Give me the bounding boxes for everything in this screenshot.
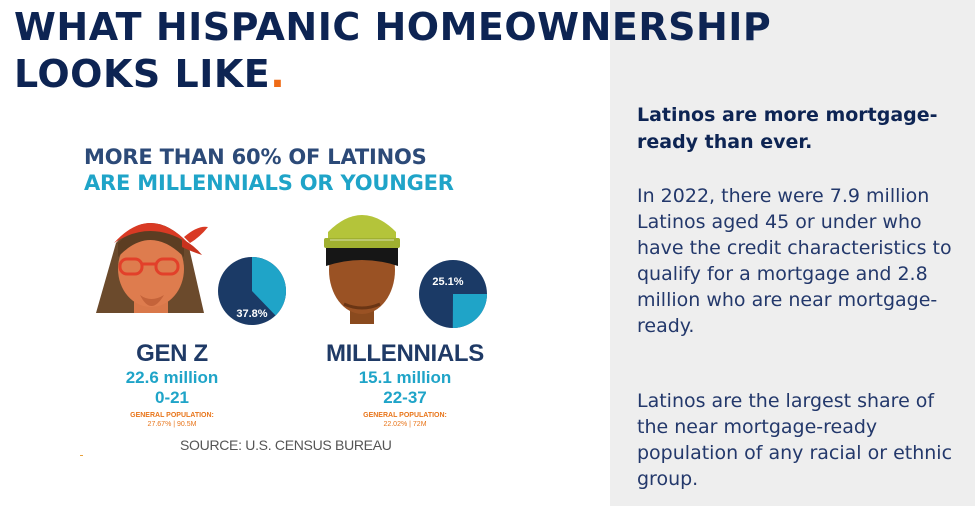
- page-title: WHAT HISPANIC HOMEOWNERSHIP LOOKS LIKE.: [14, 4, 771, 98]
- millennials-label: MILLENNIALS: [325, 340, 485, 367]
- title-accent-dot: .: [270, 52, 286, 96]
- millennials-pie-slice: [452, 294, 487, 328]
- genz-label: GEN Z: [136, 340, 208, 367]
- source-citation: SOURCE: U.S. CENSUS BUREAU: [180, 437, 392, 453]
- millennials-general-population-value: 22.02% | 72M: [383, 421, 427, 428]
- genz-general-population-label: GENERAL POPULATION:: [130, 412, 214, 419]
- genz-pie-label: 37.8%: [236, 308, 267, 320]
- sidebar-lead: Latinos are more mortgage-ready than eve…: [637, 104, 938, 153]
- millennial-man-illustration: [324, 215, 400, 324]
- infographic-headline: MORE THAN 60% OF LATINOS ARE MILLENNIALS…: [84, 144, 454, 196]
- genz-pie-chart: 37.8%: [218, 257, 286, 325]
- headline-line-2: ARE MILLENNIALS OR YOUNGER: [84, 171, 454, 195]
- sidebar-paragraph-2: Latinos are the largest share of the nea…: [637, 390, 953, 490]
- genz-general-population-value: 27.67% | 90.5M: [147, 421, 197, 428]
- millennials-population: 15.1 million: [358, 368, 452, 387]
- title-line-1: WHAT HISPANIC HOMEOWNERSHIP: [14, 5, 772, 49]
- genz-stats: GEN Z 22.6 million 0-21 GENERAL POPULATI…: [92, 340, 252, 429]
- genz-pie-slice: [252, 257, 286, 316]
- millennials-general-population-label: GENERAL POPULATION:: [363, 412, 447, 419]
- headline-line-1: MORE THAN 60% OF LATINOS: [84, 145, 427, 169]
- sidebar-paragraph-1: In 2022, there were 7.9 million Latinos …: [637, 185, 952, 337]
- millennials-pie-chart: 25.1%: [419, 260, 487, 328]
- millennials-pie-label: 25.1%: [432, 276, 463, 288]
- millennials-stats: MILLENNIALS 15.1 million 22-37 GENERAL P…: [320, 340, 490, 429]
- genz-population: 22.6 million: [125, 368, 219, 387]
- genz-ages: 0-21: [154, 388, 190, 407]
- right-panel: [610, 0, 975, 506]
- decorative-mark: [80, 455, 83, 456]
- genz-woman-illustration: [96, 223, 208, 313]
- millennials-ages: 22-37: [383, 388, 427, 407]
- title-line-2: LOOKS LIKE: [14, 52, 271, 96]
